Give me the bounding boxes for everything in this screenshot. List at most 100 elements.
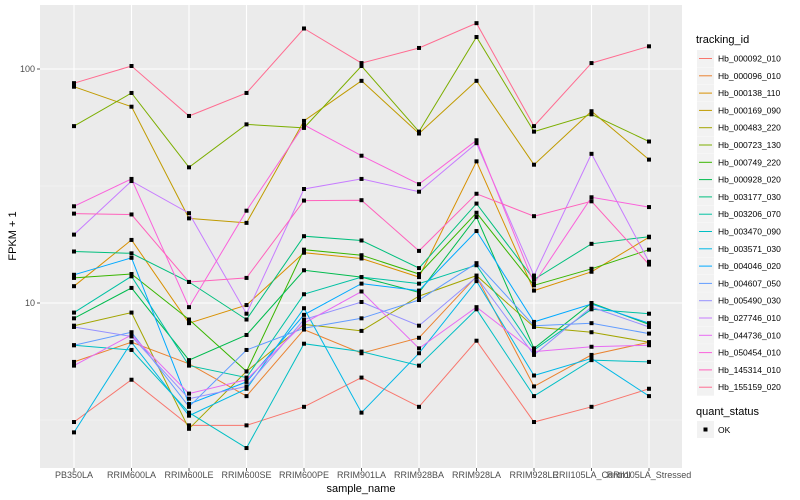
data-point bbox=[474, 138, 479, 143]
data-point bbox=[417, 297, 421, 302]
data-point bbox=[532, 319, 536, 324]
shape-legend-label: OK bbox=[718, 425, 731, 435]
ok-point-icon bbox=[703, 427, 708, 432]
data-point bbox=[474, 210, 479, 215]
data-point bbox=[72, 272, 76, 277]
data-point bbox=[244, 377, 249, 382]
data-point bbox=[129, 310, 134, 315]
data-point bbox=[474, 78, 479, 83]
data-point bbox=[359, 61, 364, 66]
data-point bbox=[532, 124, 536, 129]
data-point bbox=[359, 238, 364, 243]
data-point bbox=[359, 281, 364, 286]
data-point bbox=[417, 272, 421, 277]
data-point bbox=[647, 324, 651, 329]
data-point bbox=[359, 299, 364, 304]
data-point bbox=[474, 275, 479, 280]
legend-label: Hb_044736_010 bbox=[718, 330, 781, 340]
data-point bbox=[244, 347, 249, 352]
data-point bbox=[417, 266, 421, 271]
data-point bbox=[647, 157, 651, 162]
legend-label: Hb_145314_010 bbox=[718, 365, 781, 375]
data-point bbox=[129, 90, 134, 95]
data-point bbox=[532, 420, 536, 425]
data-point bbox=[244, 386, 249, 391]
y-axis: 10 100 bbox=[20, 64, 40, 308]
data-point bbox=[244, 317, 249, 322]
data-point bbox=[474, 21, 479, 26]
data-point bbox=[187, 391, 191, 396]
data-point bbox=[302, 317, 306, 322]
data-point bbox=[474, 263, 479, 268]
data-point bbox=[302, 326, 306, 331]
legend-label: Hb_000096_010 bbox=[718, 71, 781, 81]
data-point bbox=[589, 61, 594, 66]
data-point bbox=[72, 249, 76, 254]
y-axis-title: FPKM + 1 bbox=[7, 211, 19, 260]
data-point bbox=[532, 214, 536, 219]
data-point bbox=[244, 384, 249, 389]
data-point bbox=[72, 232, 76, 237]
data-point bbox=[532, 273, 536, 278]
data-point bbox=[359, 316, 364, 321]
data-point bbox=[187, 404, 191, 409]
data-point bbox=[129, 237, 134, 242]
data-point bbox=[72, 343, 76, 348]
legend-label: Hb_004607_050 bbox=[718, 278, 781, 288]
data-point bbox=[302, 321, 306, 326]
data-point bbox=[474, 305, 479, 310]
legend-label: Hb_000928_020 bbox=[718, 175, 781, 185]
data-point bbox=[187, 279, 191, 284]
data-point bbox=[129, 63, 134, 68]
data-point bbox=[129, 104, 134, 109]
data-point bbox=[129, 255, 134, 260]
x-tick-label: RRIM928LA bbox=[452, 470, 501, 480]
data-point bbox=[474, 261, 479, 266]
data-point bbox=[187, 363, 191, 368]
data-point bbox=[302, 118, 306, 123]
data-point bbox=[417, 346, 421, 351]
data-point bbox=[589, 109, 594, 114]
data-point bbox=[302, 198, 306, 203]
data-point bbox=[302, 26, 306, 31]
data-point bbox=[302, 341, 306, 346]
data-point bbox=[129, 377, 134, 382]
legend: tracking_id Hb_000092_010 Hb_000096_010 Hb… bbox=[696, 34, 781, 438]
legend-label: Hb_000138_110 bbox=[718, 88, 781, 98]
data-point bbox=[302, 234, 306, 239]
data-point bbox=[72, 324, 76, 329]
x-tick-label: PB350LA bbox=[55, 470, 93, 480]
data-point bbox=[72, 84, 76, 89]
data-point bbox=[359, 275, 364, 280]
data-point bbox=[72, 430, 76, 435]
data-point bbox=[129, 272, 134, 277]
data-point bbox=[589, 195, 594, 200]
legend-label: Hb_000723_130 bbox=[718, 140, 781, 150]
data-point bbox=[474, 159, 479, 164]
data-point bbox=[187, 396, 191, 401]
legend-label: Hb_005490_030 bbox=[718, 296, 781, 306]
data-point bbox=[474, 141, 479, 146]
data-point bbox=[302, 312, 306, 317]
data-point bbox=[302, 292, 306, 297]
data-point bbox=[302, 306, 306, 311]
data-point bbox=[589, 151, 594, 156]
data-point bbox=[302, 187, 306, 192]
data-point bbox=[244, 394, 249, 399]
data-point bbox=[302, 122, 306, 127]
data-point bbox=[532, 394, 536, 399]
data-point bbox=[417, 363, 421, 368]
data-point bbox=[359, 256, 364, 261]
x-tick-label: RRIM928BA bbox=[394, 470, 444, 480]
data-point bbox=[417, 281, 421, 286]
data-point bbox=[417, 182, 421, 187]
data-point bbox=[474, 201, 479, 206]
data-point bbox=[417, 404, 421, 409]
data-point bbox=[302, 404, 306, 409]
data-point bbox=[589, 305, 594, 310]
legend-label: Hb_003206_070 bbox=[718, 209, 781, 219]
data-point bbox=[72, 310, 76, 315]
data-point bbox=[647, 343, 651, 348]
data-points bbox=[72, 21, 651, 451]
data-point bbox=[532, 277, 536, 282]
